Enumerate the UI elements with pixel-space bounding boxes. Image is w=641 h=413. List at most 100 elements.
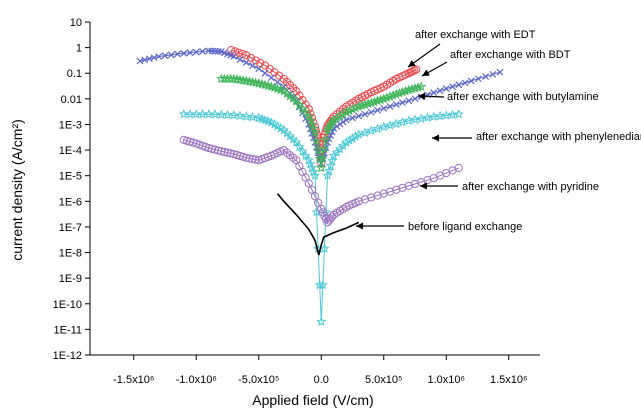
data-point (378, 93, 389, 104)
data-point (331, 112, 342, 123)
data-point (366, 97, 377, 108)
data-point (333, 122, 341, 130)
data-point (374, 106, 381, 114)
data-point (349, 114, 356, 122)
data-point (324, 165, 335, 175)
arrow-head-icon (418, 92, 426, 100)
data-point (251, 56, 260, 65)
data-point (234, 74, 246, 85)
data-point (217, 147, 226, 156)
data-point (378, 121, 389, 132)
data-point (297, 103, 308, 114)
annotation-label: after exchange with phenylenediamine (476, 131, 641, 143)
data-point (367, 108, 375, 116)
data-point (247, 111, 258, 122)
data-point (300, 107, 311, 118)
data-point (328, 114, 339, 125)
data-point (355, 112, 363, 120)
data-point (226, 149, 235, 158)
data-point (242, 51, 251, 60)
x-tick-label: 1.5x10⁶ (490, 374, 528, 386)
data-point (304, 179, 313, 188)
data-point (250, 77, 261, 88)
series-5 (276, 193, 360, 256)
data-point (192, 48, 200, 56)
arrow-head-icon (356, 222, 363, 230)
data-point (356, 100, 367, 110)
data-point (174, 50, 181, 58)
data-point (232, 150, 241, 160)
x-tick-label: 0.0 (314, 374, 329, 386)
data-point (455, 81, 463, 89)
annotations: after exchange with EDT after exchange wi… (356, 29, 641, 233)
data-point (317, 279, 328, 290)
y-tick-label: 0.01 (61, 94, 82, 106)
data-point (359, 99, 371, 109)
data-point (336, 120, 344, 128)
data-point (178, 109, 189, 119)
data-point (235, 151, 245, 161)
data-point (214, 146, 223, 155)
data-point (308, 122, 319, 133)
y-tick-label: 1E-12 (53, 350, 82, 362)
data-point (384, 120, 396, 130)
annotation-label: after exchange with EDT (415, 29, 536, 41)
data-point (388, 90, 399, 100)
data-point (310, 192, 320, 201)
arrow-head-icon (408, 60, 416, 67)
data-point (182, 136, 191, 145)
data-point (210, 145, 220, 154)
data-point (186, 49, 194, 57)
data-point (309, 126, 321, 137)
annotation-label: after exchange with BDT (450, 49, 571, 61)
data-point (242, 59, 250, 67)
data-point (291, 95, 302, 106)
series-2 (216, 73, 427, 173)
data-point (369, 96, 380, 107)
y-tick-label: 1E-11 (53, 324, 82, 336)
data-point (461, 79, 469, 87)
data-point (234, 48, 243, 57)
data-point (179, 135, 188, 144)
data-point (225, 73, 236, 84)
data-point (309, 170, 321, 180)
annotation-label: before ligand exchange (408, 221, 522, 233)
data-point (350, 131, 361, 141)
data-point (234, 110, 246, 121)
data-point (335, 110, 345, 121)
data-point (397, 117, 408, 127)
arrow-head-icon (422, 69, 430, 76)
data-point (236, 56, 244, 63)
data-point (339, 118, 347, 126)
arrow-head-icon (420, 182, 427, 190)
data-point (308, 129, 316, 137)
data-point (253, 78, 264, 88)
data-point (391, 118, 402, 129)
data-point (454, 163, 463, 173)
data-point (274, 78, 281, 86)
data-point (372, 95, 383, 106)
data-point (251, 155, 260, 164)
data-point (380, 104, 388, 112)
data-point (344, 135, 355, 145)
x-tick-label: -1.0x10⁶ (176, 374, 217, 386)
data-point (366, 125, 377, 136)
y-axis-title: current density (A/cm²) (9, 119, 25, 261)
data-point (325, 160, 336, 171)
data-point (223, 148, 232, 157)
data-point (322, 170, 333, 180)
data-point (267, 74, 275, 82)
data-point (347, 133, 358, 143)
data-point (249, 62, 256, 70)
data-point (363, 98, 374, 109)
data-point (199, 48, 206, 55)
axes (89, 22, 540, 356)
y-tick-label: 1E-10 (53, 299, 82, 311)
data-point (449, 83, 456, 91)
data-point (244, 76, 255, 86)
annotation-label: after exchange with pyridine (462, 181, 599, 193)
data-point (255, 65, 263, 73)
data-point (241, 75, 252, 86)
data-point (475, 75, 482, 83)
